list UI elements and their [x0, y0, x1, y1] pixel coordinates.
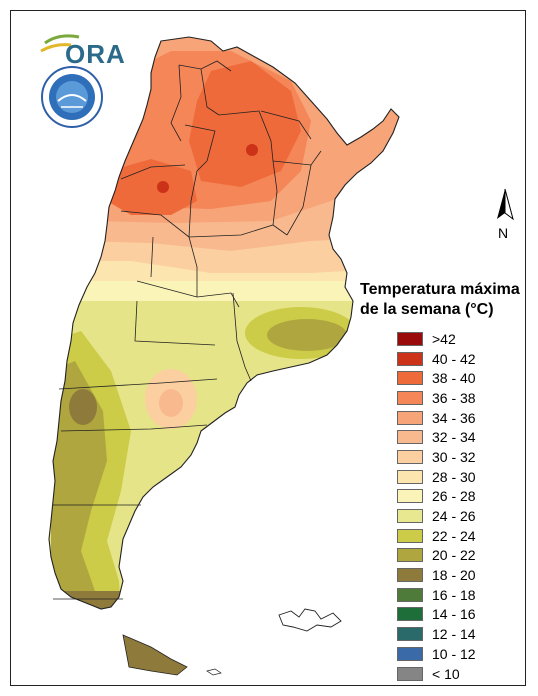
legend-item: < 10 [397, 664, 476, 684]
legend-item: 28 - 30 [397, 467, 476, 487]
legend-item: 10 - 12 [397, 644, 476, 664]
legend-swatch [397, 449, 423, 464]
legend-item: 38 - 40 [397, 368, 476, 388]
legend: >42 40 - 42 38 - 40 36 - 38 34 - 36 32 - 34 30… [397, 329, 476, 683]
small-islands [206, 668, 222, 676]
legend-item: >42 [397, 329, 476, 349]
legend-label: 14 - 16 [432, 606, 476, 623]
legend-item: 32 - 34 [397, 427, 476, 447]
legend-label: 20 - 22 [432, 547, 476, 564]
legend-label: 18 - 20 [432, 567, 476, 584]
legend-swatch [397, 430, 423, 445]
north-arrow-icon [497, 188, 514, 221]
legend-item: 16 - 18 [397, 585, 476, 605]
legend-label: 26 - 28 [432, 488, 476, 505]
legend-label: 22 - 24 [432, 527, 476, 544]
tierra-del-fuego [122, 634, 188, 676]
legend-swatch [397, 371, 423, 386]
legend-item: 20 - 22 [397, 546, 476, 566]
legend-label: 10 - 12 [432, 645, 476, 662]
legend-label: 38 - 40 [432, 370, 476, 387]
legend-swatch [397, 390, 423, 405]
legend-swatch [397, 607, 423, 622]
legend-swatch [397, 568, 423, 583]
legend-item: 34 - 36 [397, 408, 476, 428]
legend-title-line2: de la semana (°C) [360, 301, 494, 318]
legend-label: 32 - 34 [432, 429, 476, 446]
ora-logo-icon [40, 34, 80, 53]
legend-swatch [397, 548, 423, 563]
legend-label: 36 - 38 [432, 389, 476, 406]
legend-item: 26 - 28 [397, 487, 476, 507]
legend-swatch [397, 410, 423, 425]
legend-label: 16 - 18 [432, 586, 476, 603]
legend-label: 40 - 42 [432, 350, 476, 367]
legend-swatch [397, 331, 423, 346]
legend-item: 36 - 38 [397, 388, 476, 408]
legend-swatch [397, 489, 423, 504]
legend-item: 12 - 14 [397, 624, 476, 644]
legend-label: >42 [432, 330, 456, 347]
legend-label: 28 - 30 [432, 468, 476, 485]
legend-swatch [397, 666, 423, 681]
legend-swatch [397, 469, 423, 484]
legend-item: 40 - 42 [397, 349, 476, 369]
malvinas-islands [278, 608, 342, 632]
legend-swatch [397, 646, 423, 661]
legend-label: 34 - 36 [432, 409, 476, 426]
legend-title-line1: Temperatura máxima [360, 281, 520, 298]
legend-title: Temperatura máxima de la semana (°C) [360, 280, 525, 320]
smn-seal-icon [41, 66, 103, 128]
legend-item: 14 - 16 [397, 605, 476, 625]
map-frame: ORA N Temperatura máxima de la semana (°… [10, 10, 526, 686]
legend-swatch [397, 587, 423, 602]
argentina-temperature-map [40, 34, 400, 676]
legend-swatch [397, 509, 423, 524]
legend-item: 30 - 32 [397, 447, 476, 467]
legend-label: 30 - 32 [432, 448, 476, 465]
legend-swatch [397, 627, 423, 642]
north-label: N [498, 225, 509, 241]
legend-swatch [397, 351, 423, 366]
province-boundaries [53, 60, 322, 600]
legend-swatch [397, 528, 423, 543]
legend-label: 24 - 26 [432, 508, 476, 525]
legend-label: 12 - 14 [432, 626, 476, 643]
legend-item: 22 - 24 [397, 526, 476, 546]
legend-item: 24 - 26 [397, 506, 476, 526]
legend-item: 18 - 20 [397, 565, 476, 585]
ora-logo-text: ORA [65, 39, 126, 69]
legend-label: < 10 [432, 665, 460, 682]
